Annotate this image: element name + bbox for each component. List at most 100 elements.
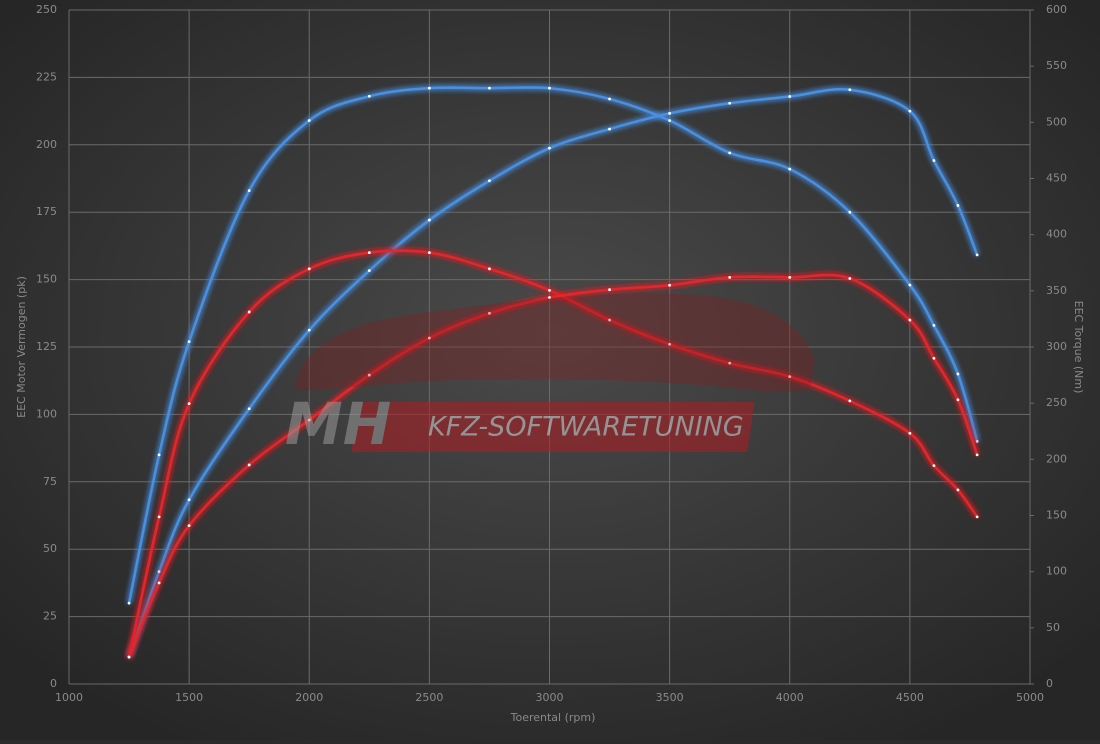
watermark: MH KFZ-SOFTWARETUNING [285,293,815,458]
x-tick-label: 1000 [55,691,83,704]
point [548,146,551,150]
point [975,439,979,443]
point [367,251,371,255]
x-tick-label: 4500 [896,691,924,704]
point [932,464,936,468]
point [608,318,611,322]
point [548,86,551,90]
point [668,342,672,346]
point [908,283,912,287]
point [187,340,191,344]
point [975,253,979,257]
point [157,515,161,519]
point [728,101,732,105]
point [788,275,792,279]
point [956,398,960,402]
y-tick-label: 50 [43,542,57,555]
point [127,655,131,659]
point [488,86,491,90]
point [908,431,912,435]
point [488,311,491,315]
y-tick-label: 75 [43,475,57,488]
y2-tick-label: 450 [1046,172,1067,185]
watermark-car [295,293,815,392]
y2-tick-label: 500 [1046,115,1067,128]
point [956,204,960,207]
point [427,218,431,222]
point [247,463,251,467]
y2-tick-label: 100 [1046,565,1067,578]
point [932,324,936,327]
point [908,318,912,322]
point [187,402,191,406]
point [427,86,431,90]
y-tick-label: 225 [36,70,57,83]
point [608,127,611,131]
x-tick-label: 5000 [1016,691,1044,704]
watermark-text: KFZ-SOFTWARETUNING [428,412,744,443]
point [247,310,251,314]
point [975,515,979,519]
point [307,267,311,271]
point [247,407,251,411]
y-tick-label: 150 [36,273,57,286]
x-tick-label: 4000 [776,691,804,704]
point [788,167,792,171]
point [848,88,852,92]
y-tick-label: 125 [36,340,57,353]
point [367,269,371,273]
y2-tick-label: 0 [1046,677,1053,690]
point [247,189,251,193]
point [157,453,161,457]
y2-tick-label: 200 [1046,452,1067,465]
point [956,372,960,376]
point [956,488,960,492]
y-tick-label: 200 [36,138,57,151]
x-tick-label: 2000 [295,691,323,704]
x-tick-label: 3500 [656,691,684,704]
point [427,336,431,340]
x-axis-label: Toerental (rpm) [510,711,596,724]
y2-tick-label: 50 [1046,621,1060,634]
y2-axis-label: EEC Torque (Nm) [1072,301,1085,394]
point [932,356,936,360]
point [668,119,672,122]
point [668,111,672,115]
point [975,453,979,457]
y-axis-label: EEC Motor Vermogen (pk) [15,276,28,418]
point [157,570,161,574]
point [307,418,311,422]
point [307,328,311,332]
point [488,179,491,183]
x-tick-label: 3000 [536,691,564,704]
y-tick-label: 0 [50,677,57,690]
x-tick-label: 2500 [415,691,443,704]
point [427,251,431,255]
y2-tick-label: 550 [1046,59,1067,72]
point [848,399,852,403]
y-tick-label: 250 [36,3,57,16]
x-tick-label: 1500 [175,691,203,704]
point [608,288,611,292]
point [367,373,371,377]
y2-tick-label: 600 [1046,3,1067,16]
y2-tick-label: 300 [1046,340,1067,353]
point [848,277,852,280]
point [788,95,792,98]
point [788,375,792,379]
point [728,151,732,155]
point [548,288,551,292]
point [127,601,131,605]
point [728,361,732,365]
y2-tick-label: 250 [1046,396,1067,409]
point [488,267,491,271]
point [548,296,551,299]
point [728,275,732,279]
point [608,97,611,101]
point [307,119,311,122]
y2-tick-label: 350 [1046,284,1067,297]
point [932,159,936,162]
point [187,498,191,502]
point [367,94,371,98]
